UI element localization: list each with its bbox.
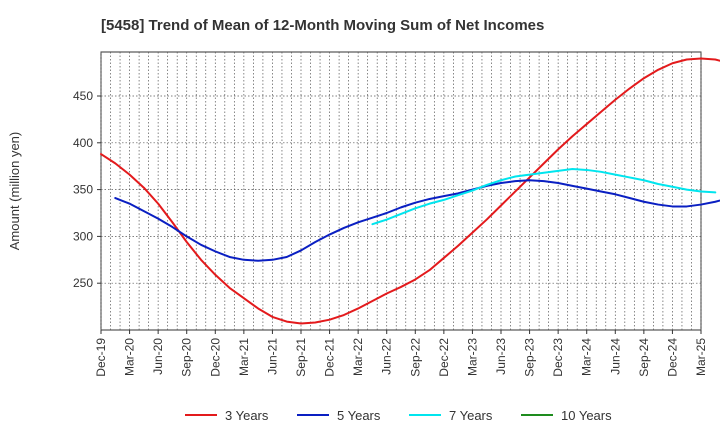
x-tick-label: Mar-22 (351, 338, 365, 376)
x-tick-label: Mar-20 (123, 338, 137, 376)
legend-item: 7 Years (409, 408, 493, 423)
series-line-3-years (100, 57, 720, 325)
x-tick-label: Sep-20 (180, 338, 194, 377)
x-tick-label: Jun-21 (265, 338, 279, 375)
x-tick-label: Sep-22 (408, 338, 422, 377)
x-tick-label: Jun-23 (494, 338, 508, 375)
x-tick-label: Sep-23 (523, 338, 537, 377)
x-tick-label: Dec-20 (208, 338, 222, 377)
legend-label: 3 Years (225, 408, 269, 423)
x-tick-label: Jun-20 (151, 338, 165, 375)
x-tick-label: Dec-22 (437, 338, 451, 377)
series-lines (100, 57, 720, 325)
x-tick-label: Sep-21 (294, 338, 308, 377)
y-tick-label: 350 (73, 183, 93, 197)
x-tick-label: Mar-24 (580, 338, 594, 376)
y-tick-label: 400 (73, 136, 93, 150)
series-line-7-years (371, 168, 717, 226)
legend-item: 5 Years (297, 408, 381, 423)
x-tick-label: Dec-23 (551, 338, 565, 377)
x-tick-label: Jun-22 (380, 338, 394, 375)
plot-area (100, 51, 702, 331)
legend-label: 5 Years (337, 408, 381, 423)
legend-item: 10 Years (521, 408, 612, 423)
legend-item: 3 Years (185, 408, 269, 423)
gridlines (100, 52, 702, 330)
y-tick-label: 450 (73, 89, 93, 103)
x-tick-label: Mar-25 (694, 338, 708, 376)
x-tick-label: Dec-24 (665, 338, 679, 377)
y-tick-label: 250 (73, 276, 93, 290)
legend-label: 7 Years (449, 408, 493, 423)
y-tick-label: 300 (73, 229, 93, 243)
y-axis-ticks: 250 300 350 400 450 (73, 89, 101, 290)
chart-title: [5458] Trend of Mean of 12-Month Moving … (101, 17, 544, 34)
legend: 3 Years 5 Years 7 Years 10 Years (185, 408, 612, 423)
y-axis-label: Amount (million yen) (7, 132, 22, 251)
x-tick-label: Jun-24 (608, 338, 622, 375)
legend-label: 10 Years (561, 408, 612, 423)
x-tick-label: Dec-21 (323, 338, 337, 377)
x-axis-ticks: Dec-19 Mar-20 Jun-20 Sep-20 Dec-20 Mar-21 Jun-… (94, 330, 708, 377)
x-tick-label: Dec-19 (94, 338, 108, 377)
series-line-5-years (114, 179, 720, 262)
x-tick-label: Sep-24 (637, 338, 651, 377)
x-tick-label: Mar-21 (237, 338, 251, 376)
x-tick-label: Mar-23 (465, 338, 479, 376)
